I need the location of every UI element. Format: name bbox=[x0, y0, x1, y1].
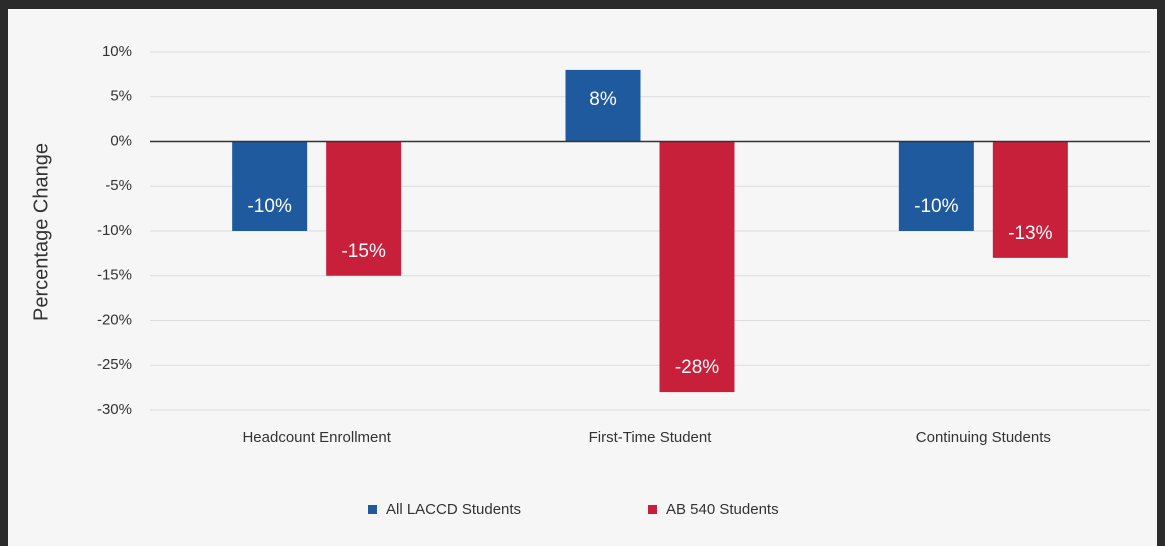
value-label: -13% bbox=[1008, 223, 1052, 244]
value-label: 8% bbox=[589, 89, 617, 110]
value-label: -28% bbox=[675, 357, 719, 378]
bar bbox=[326, 141, 402, 276]
y-tick-label: -25% bbox=[97, 356, 132, 373]
bar bbox=[898, 141, 974, 231]
legend-swatch bbox=[368, 505, 377, 514]
value-label: -10% bbox=[914, 196, 958, 217]
y-tick-label: -20% bbox=[97, 311, 132, 328]
y-tick-label: 5% bbox=[110, 88, 132, 105]
x-tick-label: Continuing Students bbox=[916, 429, 1051, 446]
x-tick-label: First-Time Student bbox=[589, 429, 713, 446]
legend-label: AB 540 Students bbox=[666, 501, 779, 518]
y-tick-label: 0% bbox=[110, 132, 132, 149]
x-tick-label: Headcount Enrollment bbox=[242, 429, 391, 446]
y-tick-label: -30% bbox=[97, 401, 132, 418]
value-label: -10% bbox=[247, 196, 291, 217]
y-tick-label: -15% bbox=[97, 267, 132, 284]
y-tick-label: 10% bbox=[102, 43, 132, 60]
bar bbox=[659, 141, 735, 393]
value-label: -15% bbox=[341, 241, 385, 262]
y-tick-label: -5% bbox=[105, 177, 132, 194]
legend-label: All LACCD Students bbox=[386, 501, 521, 518]
legend-swatch bbox=[648, 505, 657, 514]
bar bbox=[565, 69, 641, 142]
y-axis-title: Percentage Change bbox=[30, 143, 52, 321]
bar bbox=[992, 141, 1068, 258]
y-tick-label: -10% bbox=[97, 222, 132, 239]
bar bbox=[232, 141, 308, 231]
